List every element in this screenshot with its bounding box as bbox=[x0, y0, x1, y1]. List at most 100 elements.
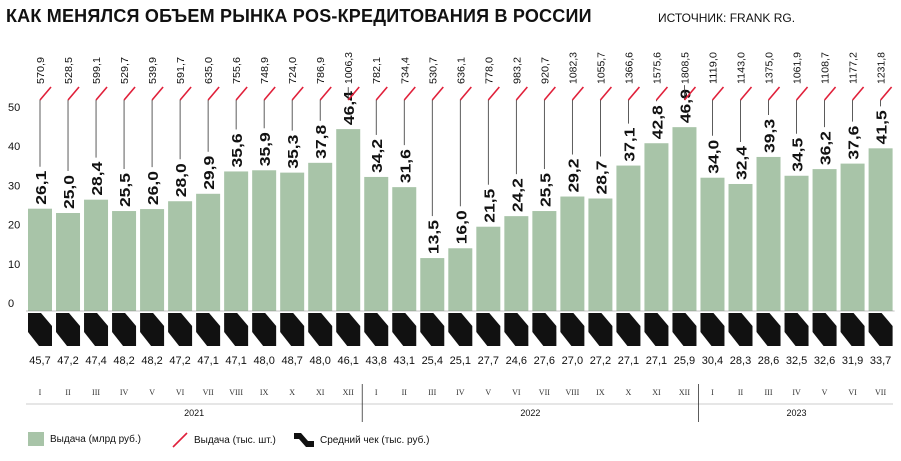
bar-value-label: 26,1 bbox=[33, 171, 50, 205]
bar bbox=[336, 129, 361, 311]
bar-value-label: 21,5 bbox=[481, 189, 498, 223]
count-slash-mark bbox=[599, 86, 613, 101]
count-value-label: 983,2 bbox=[512, 57, 523, 84]
month-label: VIII bbox=[229, 388, 243, 397]
count-value-label: 1366,6 bbox=[624, 52, 635, 84]
bar-value-label: 37,1 bbox=[621, 128, 638, 162]
bar-value-label: 13,5 bbox=[425, 220, 442, 254]
month-label: XI bbox=[652, 388, 661, 397]
check-step-mark bbox=[868, 313, 893, 346]
bar-value-label: 25,5 bbox=[117, 173, 134, 207]
count-slash-mark bbox=[823, 86, 837, 101]
month-label: IX bbox=[596, 388, 605, 397]
count-slash-mark bbox=[291, 86, 304, 101]
check-step-mark bbox=[364, 313, 389, 346]
bar-value-label: 46,4 bbox=[341, 90, 358, 125]
month-label: II bbox=[65, 388, 71, 397]
check-step-mark bbox=[56, 313, 81, 346]
check-step-mark bbox=[252, 313, 277, 346]
bar bbox=[784, 175, 809, 311]
month-label: X bbox=[626, 388, 632, 397]
check-step-mark bbox=[140, 313, 165, 346]
count-slash-mark bbox=[235, 86, 248, 101]
y-tick-label: 10 bbox=[8, 259, 20, 271]
bar-value-label: 28,0 bbox=[173, 163, 190, 197]
count-slash-mark bbox=[179, 86, 192, 101]
count-slash-mark bbox=[375, 86, 388, 101]
count-value-label: 920,7 bbox=[540, 57, 551, 84]
month-label: VII bbox=[539, 388, 550, 397]
count-value-label: 748,9 bbox=[260, 57, 271, 84]
count-value-label: 636,1 bbox=[456, 57, 467, 84]
bar bbox=[392, 187, 417, 311]
check-value-label: 45,7 bbox=[29, 355, 50, 367]
check-value-label: 48,0 bbox=[253, 355, 274, 367]
count-slash-mark bbox=[487, 86, 500, 101]
check-value-label: 27,6 bbox=[534, 355, 555, 367]
check-step-mark bbox=[448, 313, 473, 346]
check-step-mark bbox=[588, 313, 613, 346]
count-value-label: 1082,3 bbox=[568, 52, 579, 84]
chart-canvas: 0102030405026,1570,945,7I25,0528,547,2II… bbox=[8, 52, 895, 422]
check-step-mark bbox=[756, 313, 781, 346]
month-label: III bbox=[92, 388, 100, 397]
month-label: VI bbox=[848, 388, 857, 397]
check-value-label: 48,2 bbox=[141, 355, 162, 367]
check-value-label: 25,1 bbox=[450, 355, 471, 367]
bar bbox=[812, 169, 837, 311]
bar-value-label: 35,3 bbox=[285, 135, 302, 169]
count-value-label: 1108,7 bbox=[821, 52, 832, 84]
month-label: VI bbox=[176, 388, 185, 397]
bar bbox=[448, 248, 473, 311]
bar bbox=[308, 162, 333, 311]
bar bbox=[252, 170, 277, 311]
bar bbox=[84, 199, 109, 311]
bar-value-label: 24,2 bbox=[509, 178, 526, 212]
count-value-label: 724,0 bbox=[288, 57, 299, 84]
month-label: IV bbox=[456, 388, 465, 397]
month-label: IX bbox=[260, 388, 269, 397]
month-label: V bbox=[822, 388, 828, 397]
bar bbox=[420, 258, 445, 311]
count-slash-mark bbox=[263, 86, 276, 101]
count-value-label: 786,9 bbox=[316, 57, 327, 84]
bar bbox=[840, 163, 865, 311]
count-value-label: 755,6 bbox=[232, 57, 243, 84]
legend-item-amount: Выдача (млрд руб.) bbox=[28, 432, 141, 446]
y-tick-label: 50 bbox=[8, 102, 20, 114]
check-value-label: 47,2 bbox=[57, 355, 78, 367]
count-value-label: 530,7 bbox=[428, 57, 439, 84]
count-slash-mark bbox=[403, 86, 416, 101]
bar bbox=[532, 211, 557, 311]
count-value-label: 570,9 bbox=[36, 57, 47, 84]
count-slash-mark bbox=[795, 86, 809, 101]
check-step-mark bbox=[784, 313, 809, 346]
bar-value-label: 16,0 bbox=[453, 210, 470, 244]
month-label: VIII bbox=[565, 388, 579, 397]
check-value-label: 27,7 bbox=[478, 355, 499, 367]
month-label: IV bbox=[120, 388, 129, 397]
count-slash-mark bbox=[571, 86, 584, 101]
bar-value-label: 42,8 bbox=[649, 105, 666, 139]
bar-value-label: 29,9 bbox=[201, 156, 218, 190]
count-slash-mark bbox=[515, 86, 528, 101]
chart-source: ИСТОЧНИК: FRANK RG. bbox=[658, 11, 796, 25]
count-value-label: 1231,8 bbox=[877, 52, 888, 84]
count-value-label: 1055,7 bbox=[596, 52, 607, 84]
month-label: X bbox=[289, 388, 295, 397]
check-value-label: 47,2 bbox=[169, 355, 190, 367]
chart-title: КАК МЕНЯЛСЯ ОБЪЕМ РЫНКА POS-КРЕДИТОВАНИЯ… bbox=[6, 6, 592, 26]
bar-value-label: 36,2 bbox=[818, 131, 835, 165]
legend-label-amount: Выдача (млрд руб.) bbox=[50, 433, 141, 445]
count-value-label: 528,5 bbox=[64, 57, 75, 84]
check-value-label: 47,1 bbox=[225, 355, 246, 367]
bar bbox=[112, 211, 137, 311]
check-value-label: 43,8 bbox=[366, 355, 387, 367]
check-step-mark bbox=[560, 313, 585, 346]
count-value-label: 1375,0 bbox=[765, 52, 776, 84]
bar bbox=[56, 213, 81, 311]
month-label: IV bbox=[792, 388, 801, 397]
bar bbox=[756, 156, 781, 311]
check-step-mark bbox=[476, 313, 501, 346]
bar-value-label: 29,2 bbox=[565, 159, 582, 193]
